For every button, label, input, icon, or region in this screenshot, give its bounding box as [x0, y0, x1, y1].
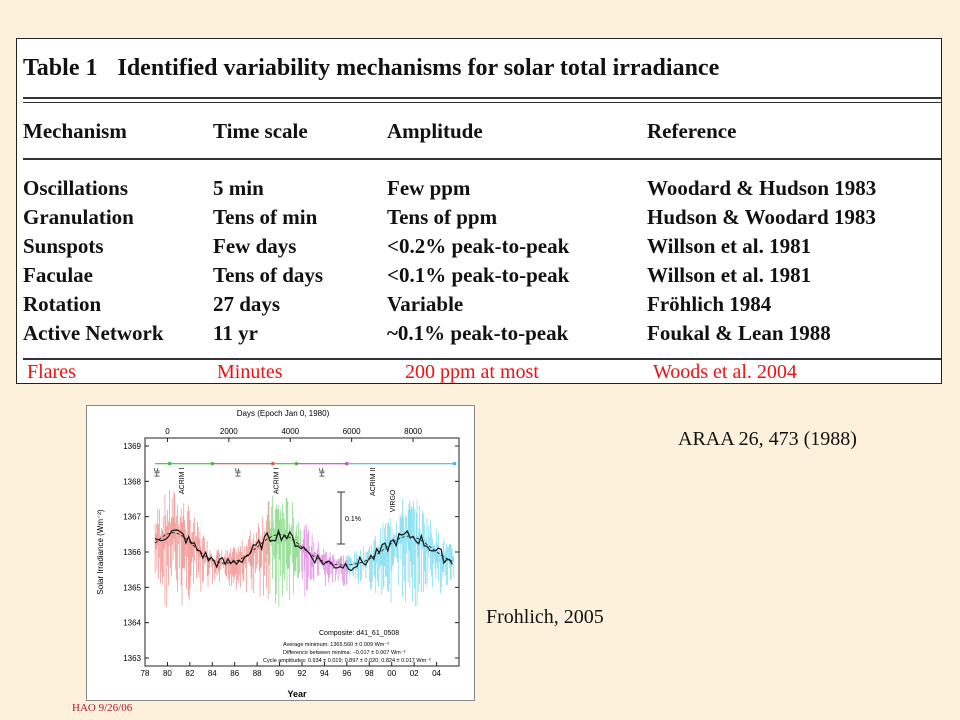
- scale-bar-label: 0.1%: [345, 516, 361, 523]
- x-tick-label: 78: [141, 669, 150, 678]
- x-tick-label: 92: [298, 669, 307, 678]
- instrument-label: ACRIM II: [370, 468, 377, 496]
- table-caption: Identified variability mechanisms for so…: [117, 55, 720, 81]
- cell-reference: Willson et al. 1981: [647, 234, 812, 258]
- cell-mechanism: Faculae: [23, 263, 93, 287]
- y-tick-label: 1369: [123, 442, 141, 451]
- cell-mechanism: Oscillations: [23, 176, 129, 200]
- cell-amplitude: Variable: [387, 292, 464, 316]
- x-tick-label: 02: [410, 669, 419, 678]
- x-tick-label: 86: [230, 669, 239, 678]
- x-tick-label: 00: [387, 669, 396, 678]
- irradiance-figure: Days (Epoch Jan 0, 1980) 0 2000 4000 6000 80…: [86, 405, 475, 701]
- instrument-label: ACRIM I: [179, 468, 186, 495]
- cell-amplitude: Few ppm: [387, 176, 471, 200]
- table-header-rule: [23, 158, 941, 160]
- cell-reference: Foukal & Lean 1988: [647, 321, 831, 345]
- y-tick-label: 1368: [123, 477, 141, 486]
- table-top-rule-2: [23, 102, 941, 103]
- instrument-marker: [167, 461, 172, 466]
- top-tick-label: 4000: [281, 427, 299, 436]
- cell-mechanism: Sunspots: [23, 234, 104, 258]
- x-tick-label: 04: [432, 669, 441, 678]
- stats-line-3: Cycle amplitudes: 0.934 ± 0.019; 0.897 ±…: [263, 658, 431, 664]
- y-tick-label: 1365: [123, 583, 141, 592]
- top-axis-label: Days (Epoch Jan 0, 1980): [237, 409, 330, 418]
- y-tick-label: 1364: [123, 619, 141, 628]
- header-time-scale: Time scale: [213, 119, 308, 143]
- header-amplitude: Amplitude: [387, 119, 483, 143]
- x-tick-label: 88: [253, 669, 262, 678]
- table-label: Table 1: [23, 55, 98, 81]
- x-tick-label: 80: [163, 669, 172, 678]
- y-axis-label: Solar Irradiance (Wm⁻²): [96, 509, 105, 594]
- instrument-marker: [271, 461, 275, 466]
- monthly-mean-line: [154, 528, 453, 572]
- cell-time-scale: 11 yr: [213, 321, 258, 345]
- instrument-label: ACRIM I: [273, 468, 280, 495]
- table-bottom-rule: [23, 358, 941, 360]
- cell-reference: Woods et al. 2004: [653, 361, 797, 383]
- y-tick-label: 1366: [123, 548, 141, 557]
- cell-time-scale: Tens of min: [213, 205, 318, 229]
- cell-amplitude: Tens of ppm: [387, 205, 498, 229]
- cell-time-scale: 27 days: [213, 292, 281, 316]
- cell-mechanism: Granulation: [23, 205, 134, 229]
- instrument-label: HF: [319, 468, 326, 477]
- cell-time-scale: 5 min: [213, 176, 264, 200]
- cell-amplitude: <0.2% peak-to-peak: [387, 234, 570, 258]
- figure-citation: Frohlich, 2005: [486, 606, 604, 628]
- table-top-rule: [23, 97, 941, 99]
- instrument-marker: [210, 461, 215, 466]
- stats-line-2: Difference between minima: −0.017 ± 0.00…: [283, 650, 406, 656]
- cell-mechanism: Flares: [27, 361, 76, 383]
- table-title: Table 1 Identified variability mechanisms…: [23, 55, 719, 82]
- irradiance-plot: Days (Epoch Jan 0, 1980) 0 2000 4000 6000 80…: [96, 409, 460, 699]
- cell-reference: Willson et al. 1981: [647, 263, 812, 287]
- x-tick-label: 90: [275, 669, 284, 678]
- variability-table: Table 1 Identified variability mechanisms…: [16, 38, 942, 384]
- header-mechanism: Mechanism: [23, 119, 127, 143]
- top-tick-label: 8000: [404, 427, 422, 436]
- top-tick-label: 2000: [220, 427, 238, 436]
- cycle-fit-line: [154, 532, 453, 566]
- cell-reference: Woodard & Hudson 1983: [647, 176, 877, 200]
- top-tick-label: 0: [165, 427, 170, 436]
- instrument-marker: [452, 461, 457, 466]
- cell-mechanism: Rotation: [23, 292, 102, 316]
- y-tick-label: 1367: [123, 513, 141, 522]
- composite-label: Composite: d41_61_0508: [319, 630, 399, 637]
- cell-time-scale: Minutes: [217, 361, 283, 383]
- top-tick-label: 6000: [343, 427, 361, 436]
- y-tick-label: 1363: [123, 654, 141, 663]
- cell-time-scale: Tens of days: [213, 263, 324, 287]
- stats-line-1: Average minimum: 1365.560 ± 0.009 Wm⁻²: [283, 642, 389, 648]
- cell-amplitude: 200 ppm at most: [405, 361, 539, 383]
- cell-amplitude: ~0.1% peak-to-peak: [387, 321, 569, 345]
- cell-time-scale: Few days: [213, 234, 297, 258]
- cell-reference: Fröhlich 1984: [647, 292, 772, 316]
- x-tick-label: 84: [208, 669, 217, 678]
- cell-amplitude: <0.1% peak-to-peak: [387, 263, 570, 287]
- footer-text: HAO 9/26/06: [72, 702, 133, 714]
- x-tick-label: 96: [342, 669, 351, 678]
- x-tick-label: 82: [185, 669, 194, 678]
- x-tick-label: 98: [365, 669, 374, 678]
- x-tick-label: 94: [320, 669, 329, 678]
- table-citation: ARAA 26, 473 (1988): [678, 428, 857, 450]
- header-reference: Reference: [647, 119, 737, 143]
- cell-reference: Hudson & Woodard 1983: [647, 205, 876, 229]
- instrument-label: HF: [235, 468, 242, 477]
- instrument-label: HF: [155, 468, 162, 477]
- cell-mechanism: Active Network: [23, 321, 164, 345]
- x-axis-label: Year: [287, 689, 307, 699]
- instrument-label: VIRGO: [390, 489, 397, 512]
